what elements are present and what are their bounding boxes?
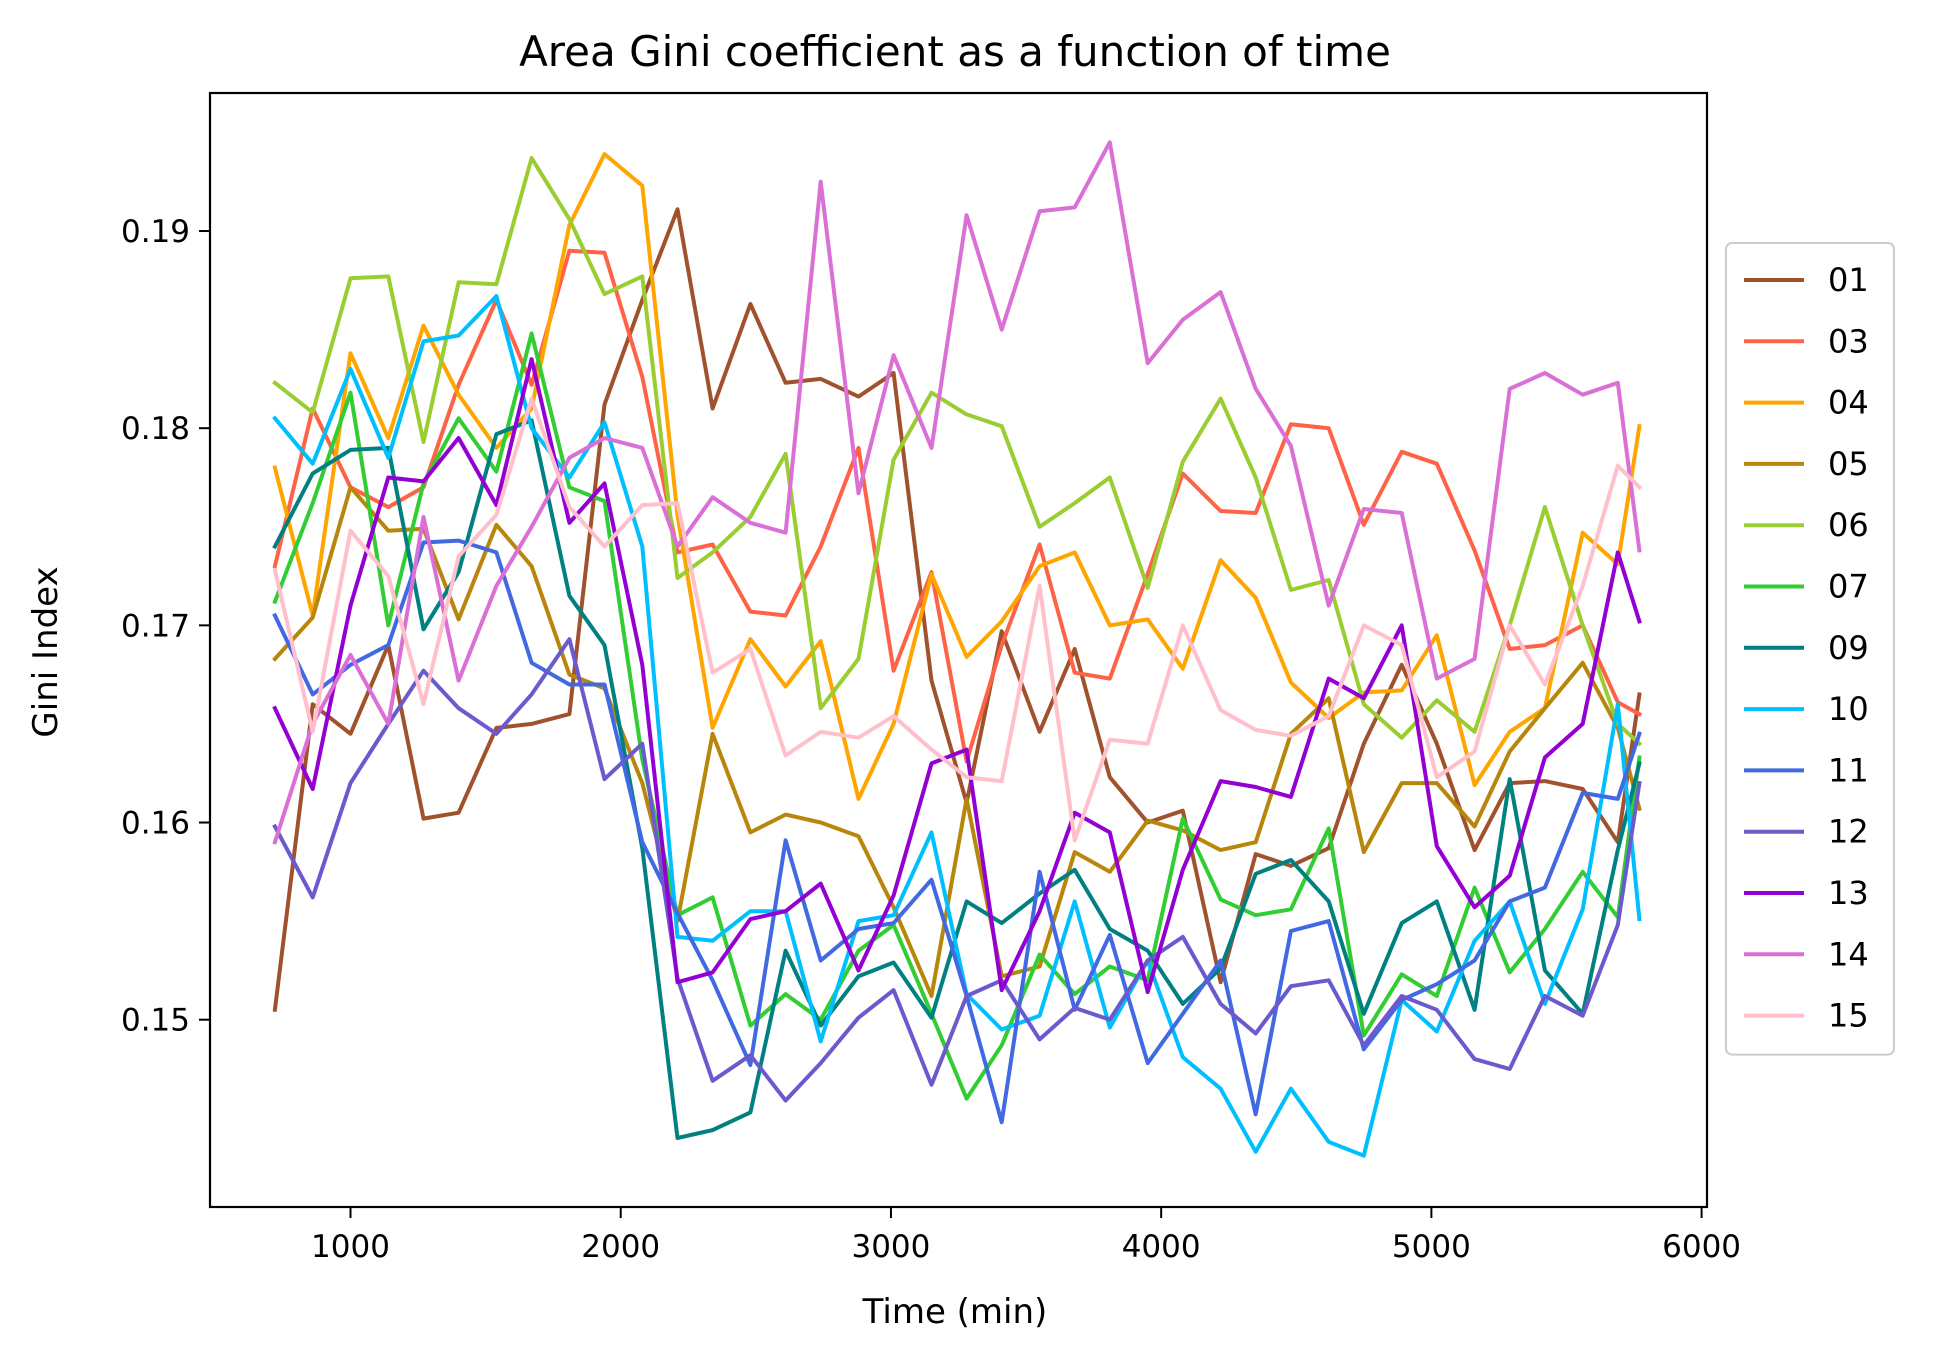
legend-label-12: 12 bbox=[1828, 813, 1869, 851]
x-tick-label: 4000 bbox=[1122, 1229, 1201, 1265]
series-line-06 bbox=[272, 156, 1643, 747]
y-tick-label: 0.15 bbox=[121, 1003, 190, 1039]
legend-label-03: 03 bbox=[1828, 322, 1869, 360]
y-tick-label: 0.17 bbox=[121, 608, 190, 644]
series-line-01 bbox=[272, 207, 1642, 1013]
series-line-04 bbox=[272, 152, 1642, 801]
series-line-13 bbox=[272, 357, 1642, 995]
y-tick-label: 0.18 bbox=[121, 411, 190, 447]
series-line-14 bbox=[272, 140, 1642, 845]
legend-label-10: 10 bbox=[1828, 690, 1869, 728]
y-tick-label: 0.19 bbox=[121, 214, 190, 250]
legend-label-14: 14 bbox=[1828, 935, 1869, 973]
legend-label-15: 15 bbox=[1828, 997, 1869, 1035]
x-tick-label: 2000 bbox=[581, 1229, 660, 1265]
plot-frame bbox=[208, 91, 1709, 1209]
x-axis-label: Time (min) bbox=[862, 1292, 1048, 1332]
legend-box bbox=[1725, 242, 1895, 1056]
legend-label-04: 04 bbox=[1828, 384, 1869, 422]
x-tick-label: 3000 bbox=[851, 1229, 930, 1265]
legend-label-11: 11 bbox=[1828, 751, 1869, 789]
series-line-15 bbox=[272, 396, 1643, 843]
y-tick-label: 0.16 bbox=[121, 806, 190, 842]
legend-label-13: 13 bbox=[1828, 874, 1869, 912]
chart-title: Area Gini coefficient as a function of t… bbox=[519, 27, 1391, 76]
legend-label-09: 09 bbox=[1828, 629, 1869, 667]
x-tick-label: 5000 bbox=[1392, 1229, 1471, 1265]
series-line-09 bbox=[272, 418, 1642, 1140]
y-axis-label: Gini Index bbox=[26, 566, 66, 737]
legend-label-05: 05 bbox=[1828, 445, 1869, 483]
legend-label-01: 01 bbox=[1828, 261, 1869, 299]
series-line-03 bbox=[272, 248, 1643, 764]
legend-label-06: 06 bbox=[1828, 506, 1869, 544]
legend: 01 03 04 05 06 07 09 10 11 12 13 14 15 bbox=[1725, 242, 1895, 1056]
x-tick-label: 1000 bbox=[311, 1229, 390, 1265]
x-axis: 1000 2000 3000 4000 5000 6000 bbox=[311, 1207, 1741, 1265]
legend-label-07: 07 bbox=[1828, 568, 1869, 606]
x-tick-label: 6000 bbox=[1662, 1229, 1741, 1265]
plot-series-group bbox=[272, 140, 1643, 1158]
series-line-12 bbox=[272, 637, 1642, 1103]
y-axis: 0.15 0.16 0.17 0.18 0.19 bbox=[121, 214, 210, 1039]
